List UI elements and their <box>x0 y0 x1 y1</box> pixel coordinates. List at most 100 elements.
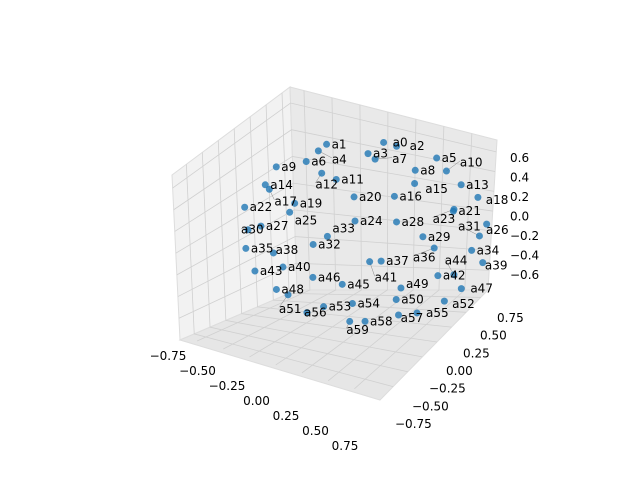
x-grid-line <box>196 90 311 342</box>
point-label: a5 <box>442 151 457 165</box>
z-grid-line <box>174 156 494 232</box>
point-label: a33 <box>332 221 355 235</box>
scatter-point <box>440 297 448 305</box>
scatter-point <box>434 272 442 280</box>
scatter-point <box>483 220 491 228</box>
y-grid-line <box>201 152 408 373</box>
scatter-point <box>413 309 421 317</box>
point-label: a23 <box>433 212 456 226</box>
z-grid-line <box>177 236 491 297</box>
point-label: a57 <box>401 311 424 325</box>
z-grid-line <box>178 262 490 319</box>
grid-lines <box>172 90 497 390</box>
x-tick-label: 0.00 <box>243 394 270 408</box>
scatter-point <box>314 147 322 155</box>
point-label: a31 <box>458 219 481 233</box>
x-grid-line <box>301 119 417 374</box>
scatter-point <box>265 185 273 193</box>
point-label: a13 <box>466 178 489 192</box>
scatter-point <box>350 193 358 201</box>
scatter-point <box>279 263 287 271</box>
scatter-point <box>303 309 311 317</box>
point-label: a14 <box>270 178 293 192</box>
z-grid-line <box>175 182 493 254</box>
y-tick-label: 0.75 <box>497 311 524 325</box>
z-tick-label: −0.6 <box>510 268 539 282</box>
x-tick-label: −0.75 <box>150 349 187 363</box>
point-label: a45 <box>347 277 370 291</box>
point-label: a24 <box>360 214 383 228</box>
scatter-point <box>346 317 354 325</box>
y-tick-label: −0.25 <box>429 382 466 396</box>
z-grid-line <box>176 209 492 276</box>
point-label: a10 <box>460 156 483 170</box>
scatter-point <box>392 296 400 304</box>
point-label: a8 <box>420 163 435 177</box>
scatter-point <box>261 181 269 189</box>
scatter-point <box>366 258 374 266</box>
point-label: a52 <box>452 297 475 311</box>
x-grid-line <box>354 133 473 390</box>
point-label: a43 <box>260 264 283 278</box>
point-label: a40 <box>288 260 311 274</box>
scatter-point <box>397 284 405 292</box>
label-leader-line <box>458 224 480 237</box>
point-label: a44 <box>445 254 468 268</box>
point-label: a22 <box>250 200 273 214</box>
x-tick-label: −0.25 <box>209 379 246 393</box>
point-label: a56 <box>304 306 327 320</box>
point-label: a50 <box>401 293 424 307</box>
scatter-point <box>475 232 483 240</box>
point-label: a30 <box>241 223 264 237</box>
scatter-point <box>393 142 401 150</box>
point-label: a7 <box>392 152 407 166</box>
y-grid-line <box>185 164 394 388</box>
point-label: a9 <box>281 160 296 174</box>
point-label: a35 <box>251 241 274 255</box>
point-label: a54 <box>357 296 380 310</box>
scatter-point <box>302 158 310 166</box>
y-tick-label: −0.75 <box>395 417 432 431</box>
y-tick-label: 0.25 <box>463 346 490 360</box>
scatter-point <box>433 154 441 162</box>
point-label: a21 <box>458 204 481 218</box>
scatter-points <box>241 138 491 325</box>
point-label: a37 <box>386 254 409 268</box>
scatter-point <box>390 192 398 200</box>
scatter-point <box>380 138 388 146</box>
point-label: a27 <box>266 219 289 233</box>
point-label: a16 <box>399 189 422 203</box>
scatter-point <box>241 203 249 211</box>
point-label: a46 <box>318 270 341 284</box>
scatter-point <box>430 244 438 252</box>
point-label: a18 <box>486 193 509 207</box>
scatter-point <box>323 232 331 240</box>
z-tick-label: 0.6 <box>510 151 529 165</box>
scatter-point <box>393 218 401 226</box>
z-grid-line <box>172 102 497 189</box>
point-label: a0 <box>393 135 408 149</box>
point-label: a41 <box>375 271 398 285</box>
x-grid-line <box>275 112 389 366</box>
point-label: a47 <box>470 282 493 296</box>
y-grid-line <box>233 128 437 343</box>
z-tick-label: 0.0 <box>510 210 529 224</box>
scatter-point <box>450 205 458 213</box>
point-label: a34 <box>477 243 500 257</box>
point-label: a29 <box>428 230 451 244</box>
point-label: a20 <box>359 190 382 204</box>
y-tick-label: −0.50 <box>412 399 449 413</box>
point-label: a36 <box>413 251 436 265</box>
point-label: a55 <box>426 306 449 320</box>
scatter-point <box>479 259 487 267</box>
scatter-point <box>272 285 280 293</box>
point-label: a1 <box>332 137 347 151</box>
y-grid-line <box>249 116 452 328</box>
scatter-point <box>348 299 356 307</box>
scatter-point <box>442 167 450 175</box>
scatter-point <box>419 233 427 241</box>
scatter-point <box>286 208 294 216</box>
scatter-point <box>272 163 280 171</box>
